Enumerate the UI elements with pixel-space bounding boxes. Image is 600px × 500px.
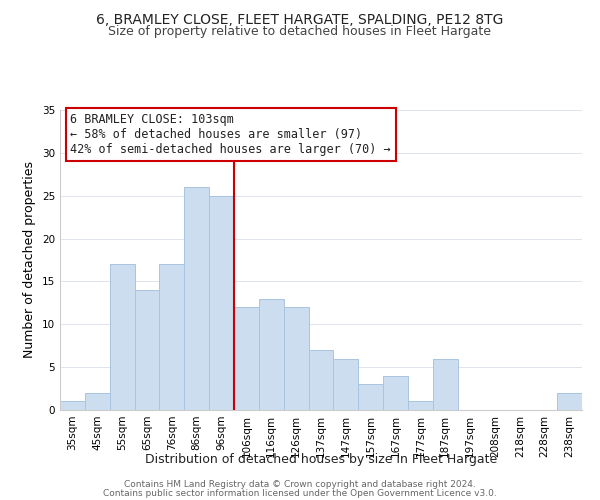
Text: Contains public sector information licensed under the Open Government Licence v3: Contains public sector information licen… xyxy=(103,489,497,498)
Bar xyxy=(134,290,160,410)
Bar xyxy=(184,187,209,410)
Bar xyxy=(259,298,284,410)
Text: Distribution of detached houses by size in Fleet Hargate: Distribution of detached houses by size … xyxy=(145,452,497,466)
Bar xyxy=(234,307,259,410)
Bar xyxy=(358,384,383,410)
Bar xyxy=(110,264,134,410)
Bar xyxy=(60,402,85,410)
Text: Size of property relative to detached houses in Fleet Hargate: Size of property relative to detached ho… xyxy=(109,25,491,38)
Bar xyxy=(209,196,234,410)
Text: Contains HM Land Registry data © Crown copyright and database right 2024.: Contains HM Land Registry data © Crown c… xyxy=(124,480,476,489)
Bar xyxy=(383,376,408,410)
Text: 6 BRAMLEY CLOSE: 103sqm
← 58% of detached houses are smaller (97)
42% of semi-de: 6 BRAMLEY CLOSE: 103sqm ← 58% of detache… xyxy=(70,113,391,156)
Bar xyxy=(284,307,308,410)
Bar xyxy=(334,358,358,410)
Bar xyxy=(308,350,334,410)
Bar xyxy=(557,393,582,410)
Text: 6, BRAMLEY CLOSE, FLEET HARGATE, SPALDING, PE12 8TG: 6, BRAMLEY CLOSE, FLEET HARGATE, SPALDIN… xyxy=(97,12,503,26)
Y-axis label: Number of detached properties: Number of detached properties xyxy=(23,162,37,358)
Bar xyxy=(408,402,433,410)
Bar xyxy=(433,358,458,410)
Bar xyxy=(160,264,184,410)
Bar xyxy=(85,393,110,410)
